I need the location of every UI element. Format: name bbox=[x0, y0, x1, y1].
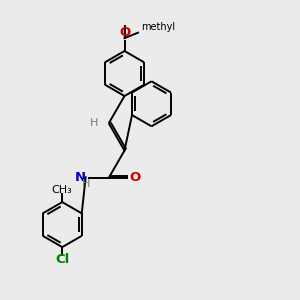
Text: N: N bbox=[74, 171, 86, 184]
Text: CH₃: CH₃ bbox=[52, 185, 73, 195]
Text: methyl: methyl bbox=[141, 22, 175, 32]
Text: O: O bbox=[129, 171, 140, 184]
Text: H: H bbox=[90, 118, 98, 128]
Text: H: H bbox=[82, 179, 90, 189]
Text: Cl: Cl bbox=[55, 253, 69, 266]
Text: O: O bbox=[119, 26, 130, 39]
